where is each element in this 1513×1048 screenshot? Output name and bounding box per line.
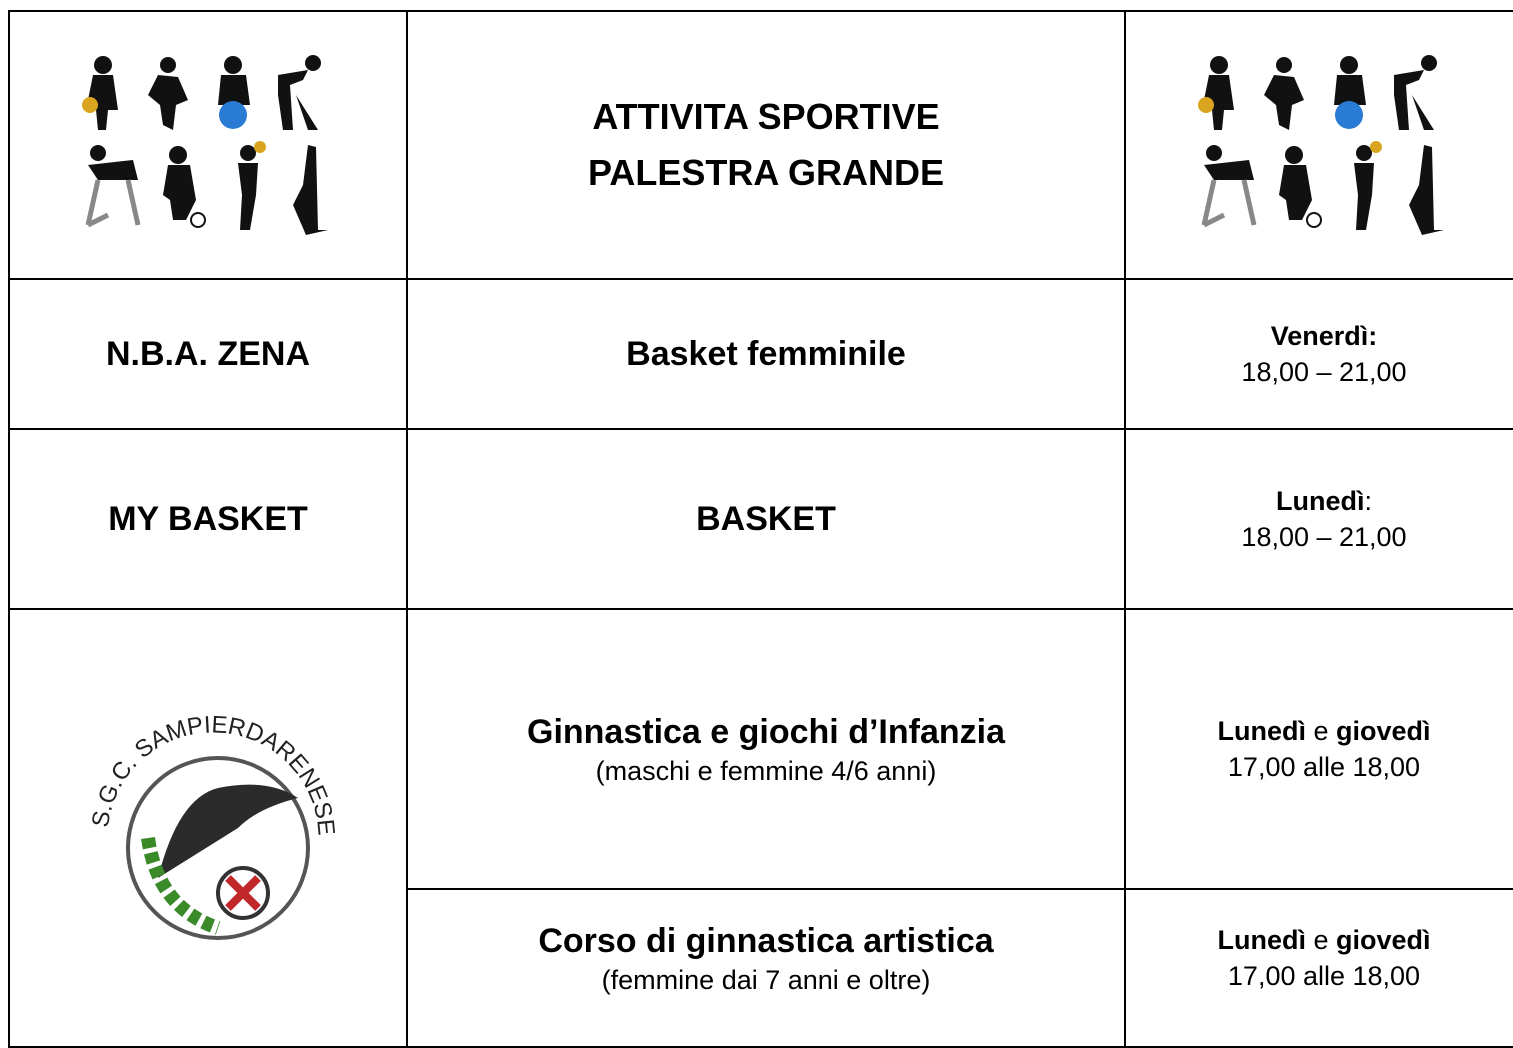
schedule-segment: Lunedì	[1275, 486, 1365, 516]
schedule-days: Venerdì:	[1271, 318, 1378, 354]
schedule-segment: giovedì	[1336, 925, 1431, 955]
activity: Basket femminile	[626, 335, 906, 373]
activity-cell: Ginnastica e giochi d’Infanzia (maschi e…	[406, 608, 1126, 890]
activity: Corso di ginnastica artistica	[538, 922, 994, 960]
activity-cell: BASKET	[406, 428, 1126, 610]
schedule-cell: Lunedì e giovedì 17,00 alle 18,00	[1124, 888, 1513, 1048]
sports-icons	[1194, 55, 1454, 235]
activity: Ginnastica e giochi d’Infanzia	[527, 713, 1005, 751]
activity-cell: Corso di ginnastica artistica (femmine d…	[406, 888, 1126, 1048]
schedule-segment: Lunedì	[1217, 925, 1306, 955]
activity: BASKET	[696, 500, 836, 538]
activity-note: (femmine dai 7 anni e oltre)	[601, 965, 931, 995]
schedule-days: Lunedì e giovedì	[1217, 713, 1430, 749]
title-line: ATTIVITA SPORTIVE	[592, 96, 940, 137]
schedule-days: Lunedì:	[1276, 483, 1372, 519]
schedule-segment: giovedì	[1336, 716, 1431, 746]
schedule-segment: e	[1305, 925, 1336, 955]
schedule-segment: Venerdì:	[1270, 321, 1378, 351]
image-cell	[8, 10, 408, 280]
schedule-time: 17,00 alle 18,00	[1227, 961, 1421, 991]
sports-icons	[78, 55, 338, 235]
activity-cell: Basket femminile	[406, 278, 1126, 430]
schedule-cell: Lunedì e giovedì 17,00 alle 18,00	[1124, 608, 1513, 890]
schedule-segment: e	[1305, 716, 1336, 746]
image-cell	[1124, 10, 1513, 280]
org-cell: N.B.A. ZENA	[8, 278, 408, 430]
org: MY BASKET	[108, 499, 308, 538]
title-line: PALESTRA GRANDE	[587, 152, 944, 193]
activity-note: (maschi e femmine 4/6 anni)	[595, 756, 937, 786]
org-cell: MY BASKET	[8, 428, 408, 610]
org: N.B.A. ZENA	[106, 334, 310, 373]
schedule-cell: Venerdì: 18,00 – 21,00	[1124, 278, 1513, 430]
logo: S.G.C. SAMPIERDARENESE	[87, 711, 340, 940]
schedule-time: 18,00 – 21,00	[1241, 357, 1407, 387]
title-cell: ATTIVITA SPORTIVE PALESTRA GRANDE	[406, 10, 1126, 280]
schedule-segment: Lunedì	[1217, 716, 1306, 746]
logo-cell: S.G.C. SAMPIERDARENESE	[8, 608, 408, 1048]
schedule-time: 17,00 alle 18,00	[1227, 752, 1421, 782]
schedule-segment: :	[1364, 486, 1372, 516]
schedule-cell: Lunedì: 18,00 – 21,00	[1124, 428, 1513, 610]
schedule-time: 18,00 – 21,00	[1241, 522, 1407, 552]
schedule-days: Lunedì e giovedì	[1217, 922, 1430, 958]
